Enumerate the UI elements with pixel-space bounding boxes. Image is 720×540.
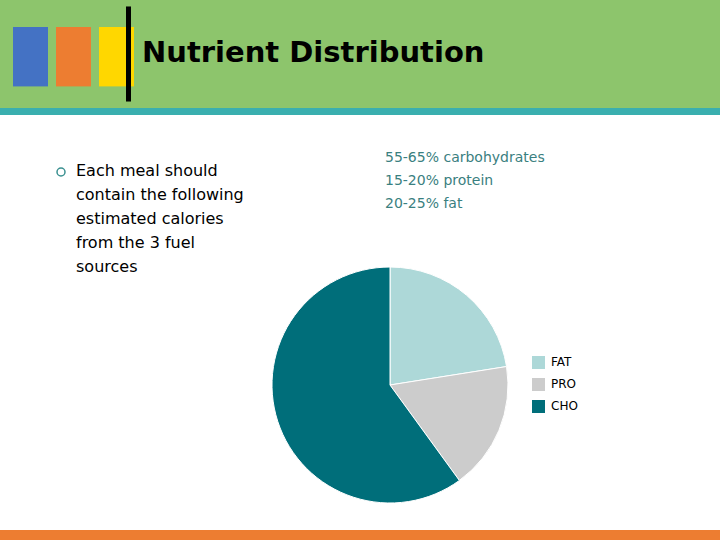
header-band <box>0 0 720 108</box>
pie <box>272 267 508 503</box>
legend-label: FAT <box>551 355 572 369</box>
pie-slice <box>272 267 459 503</box>
legend-swatch <box>532 400 545 413</box>
teal-band <box>0 108 720 115</box>
bullet <box>57 168 65 176</box>
legend-swatch <box>532 378 545 391</box>
header-square <box>13 27 48 86</box>
header-square <box>56 27 91 86</box>
legend-item: PRO <box>532 377 576 391</box>
chart: Nutrient Distribution Each meal shouldcon… <box>0 0 720 540</box>
legend-swatch <box>532 356 545 369</box>
pie-slice <box>390 267 507 385</box>
annotation: Each meal shouldcontain the followingest… <box>76 161 244 276</box>
legend-item: FAT <box>532 355 572 369</box>
legend-label: PRO <box>551 377 576 391</box>
header-divider <box>126 6 131 101</box>
legend: FAT PRO CHO <box>532 355 578 413</box>
footer-band <box>0 530 720 540</box>
annotation: 55-65% carbohydrates15-20% protein20-25%… <box>385 149 545 211</box>
title: Nutrient Distribution <box>142 35 484 69</box>
legend-item: CHO <box>532 399 578 413</box>
legend-label: CHO <box>551 399 578 413</box>
